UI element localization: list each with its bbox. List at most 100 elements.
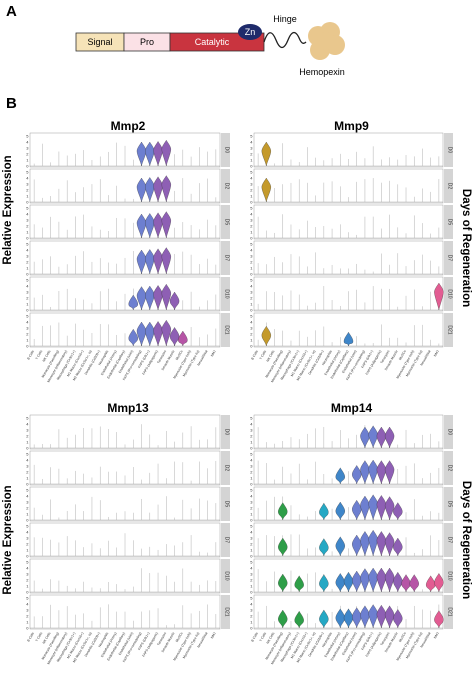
y-tick: 3 — [26, 145, 29, 150]
cell-type-label: T Cells — [259, 349, 268, 360]
cell-type-label: FAPS (Pro-remodeling) — [345, 632, 366, 664]
y-tick: 1 — [250, 229, 253, 234]
day-tab-label: D0 — [224, 147, 230, 154]
cell-type-label: Macrophage (Cx3cr1+) — [280, 632, 300, 663]
y-tick: 4 — [26, 211, 29, 216]
y-tick: 0 — [250, 625, 253, 630]
violin-faps-adipogenic- — [153, 141, 163, 167]
violin-faps-dlk1- — [145, 321, 155, 347]
cell-type-label: Myonuclei (Type IIx/b) — [172, 632, 192, 662]
cell-type-label: NMJ — [433, 631, 440, 639]
row-frame — [253, 204, 444, 240]
zinc-ion — [238, 24, 262, 40]
y-tick: 2 — [26, 295, 29, 300]
row-frame — [253, 276, 444, 312]
violin-macrophage-cx3cr1- — [294, 610, 304, 629]
y-tick: 3 — [250, 571, 253, 576]
cell-type-label: MuSCs — [398, 349, 407, 361]
violin-dendritic-cd209- — [319, 609, 329, 629]
violin-endothelial-capillary- — [343, 331, 354, 347]
y-tick: 4 — [26, 493, 29, 498]
violin-tenocytes — [161, 211, 171, 239]
y-tick: 5 — [26, 277, 29, 282]
cell-type-label: Dendritic (Cd209+) — [84, 350, 101, 376]
day-tab-label: D7 — [447, 537, 453, 544]
cell-type-label: Neural/Glial — [196, 349, 208, 366]
day-tab — [221, 277, 230, 311]
cell-type-label: Neural/Glial — [419, 631, 431, 648]
y-tick: 4 — [250, 139, 253, 144]
violin-dendritic-cd209- — [319, 538, 329, 557]
violin-faps-dlk1- — [368, 604, 378, 629]
violin-nmj — [434, 573, 444, 593]
violin-faps-pro-remodeling- — [360, 568, 370, 593]
y-tick: 4 — [26, 247, 29, 252]
y-tick: 2 — [26, 187, 29, 192]
row-frame — [253, 450, 444, 486]
cell-type-label: Tenocytes — [380, 349, 391, 364]
y-tick: 2 — [26, 259, 29, 264]
day-tab-label: D21 — [224, 325, 230, 334]
violin-faps-dlk1- — [145, 177, 155, 203]
violin-monocyte-patrolling- — [278, 502, 288, 521]
cell-type-label: Tenocytes — [380, 631, 391, 646]
y-tick: 2 — [250, 331, 253, 336]
day-tab-label: D10 — [447, 289, 453, 298]
cell-type-label: M2 Macro (Cx3cr1+, lo) — [296, 350, 317, 382]
row-frame — [253, 522, 444, 558]
y-tick: 4 — [250, 421, 253, 426]
y-tick: 4 — [26, 421, 29, 426]
cell-type-label: Endothelial (Vein) — [341, 632, 357, 656]
y-tick: 3 — [26, 535, 29, 540]
violin-monocyte-patrolling- — [278, 609, 288, 629]
y-tick: 5 — [26, 313, 29, 318]
violin-muscs — [401, 574, 411, 593]
row-frame — [29, 132, 221, 168]
violin-monocyte-patrolling- — [278, 537, 288, 557]
violin-tenocytes — [384, 605, 395, 629]
day-tab — [444, 169, 453, 203]
hinge-linker — [263, 31, 307, 49]
violin-faps-dlk1- — [368, 494, 378, 521]
day-tab-label: D7 — [224, 537, 230, 544]
y-tick: 2 — [26, 469, 29, 474]
cell-type-label: Myonuclei (Type IIa) — [182, 350, 200, 378]
row-frame — [29, 486, 221, 522]
day-tab-label: D10 — [447, 571, 453, 580]
y-tick: 0 — [250, 589, 253, 594]
cell-type-label: FAPS (Pro-remodeling) — [122, 632, 143, 664]
violin-endothelial-artery- — [335, 536, 345, 557]
y-tick: 2 — [250, 151, 253, 156]
cell-type-label: M1 Macro (Cxcl10+) — [66, 350, 84, 378]
panel-title: Mmp13 — [107, 401, 149, 415]
cell-type-label: B Cells — [26, 349, 35, 360]
cell-type-label: Neutrophils — [321, 631, 333, 648]
row-frame — [253, 558, 444, 594]
violin-endothelial-capillary- — [343, 571, 354, 593]
violin-smooth-muscle — [169, 291, 180, 311]
violin-faps-dlk1- — [368, 425, 378, 449]
y-tick: 4 — [250, 529, 253, 534]
cell-type-label: Smooth Muscle — [161, 349, 176, 371]
y-tick: 0 — [26, 625, 29, 630]
day-tab-label: D0 — [447, 429, 453, 436]
violin-macrophage-cx3cr1- — [294, 575, 304, 593]
cell-type-label: Myonuclei (Type IIx/b) — [396, 350, 416, 380]
violin-faps-dlk1- — [368, 459, 378, 485]
y-tick: 0 — [26, 445, 29, 450]
cell-type-label: Endothelial (Artery) — [324, 632, 342, 658]
y-tick: 4 — [26, 139, 29, 144]
day-tab — [444, 205, 453, 239]
day-tab — [221, 205, 230, 239]
violin-panel-mmp2: Mmp2D0012345D2012345D5012345D7012345D100… — [26, 119, 230, 383]
y-tick: 1 — [26, 511, 29, 516]
y-tick: 0 — [26, 343, 29, 348]
cell-type-label: Neural/Glial — [196, 631, 208, 648]
y-tick: 3 — [26, 499, 29, 504]
y-tick: 0 — [250, 481, 253, 486]
cell-type-label: M2 Macro (Cx3cr1+, lo) — [296, 632, 317, 664]
y-tick: 1 — [26, 229, 29, 234]
cell-type-label: FAPS (Adipogenic) — [142, 350, 159, 376]
